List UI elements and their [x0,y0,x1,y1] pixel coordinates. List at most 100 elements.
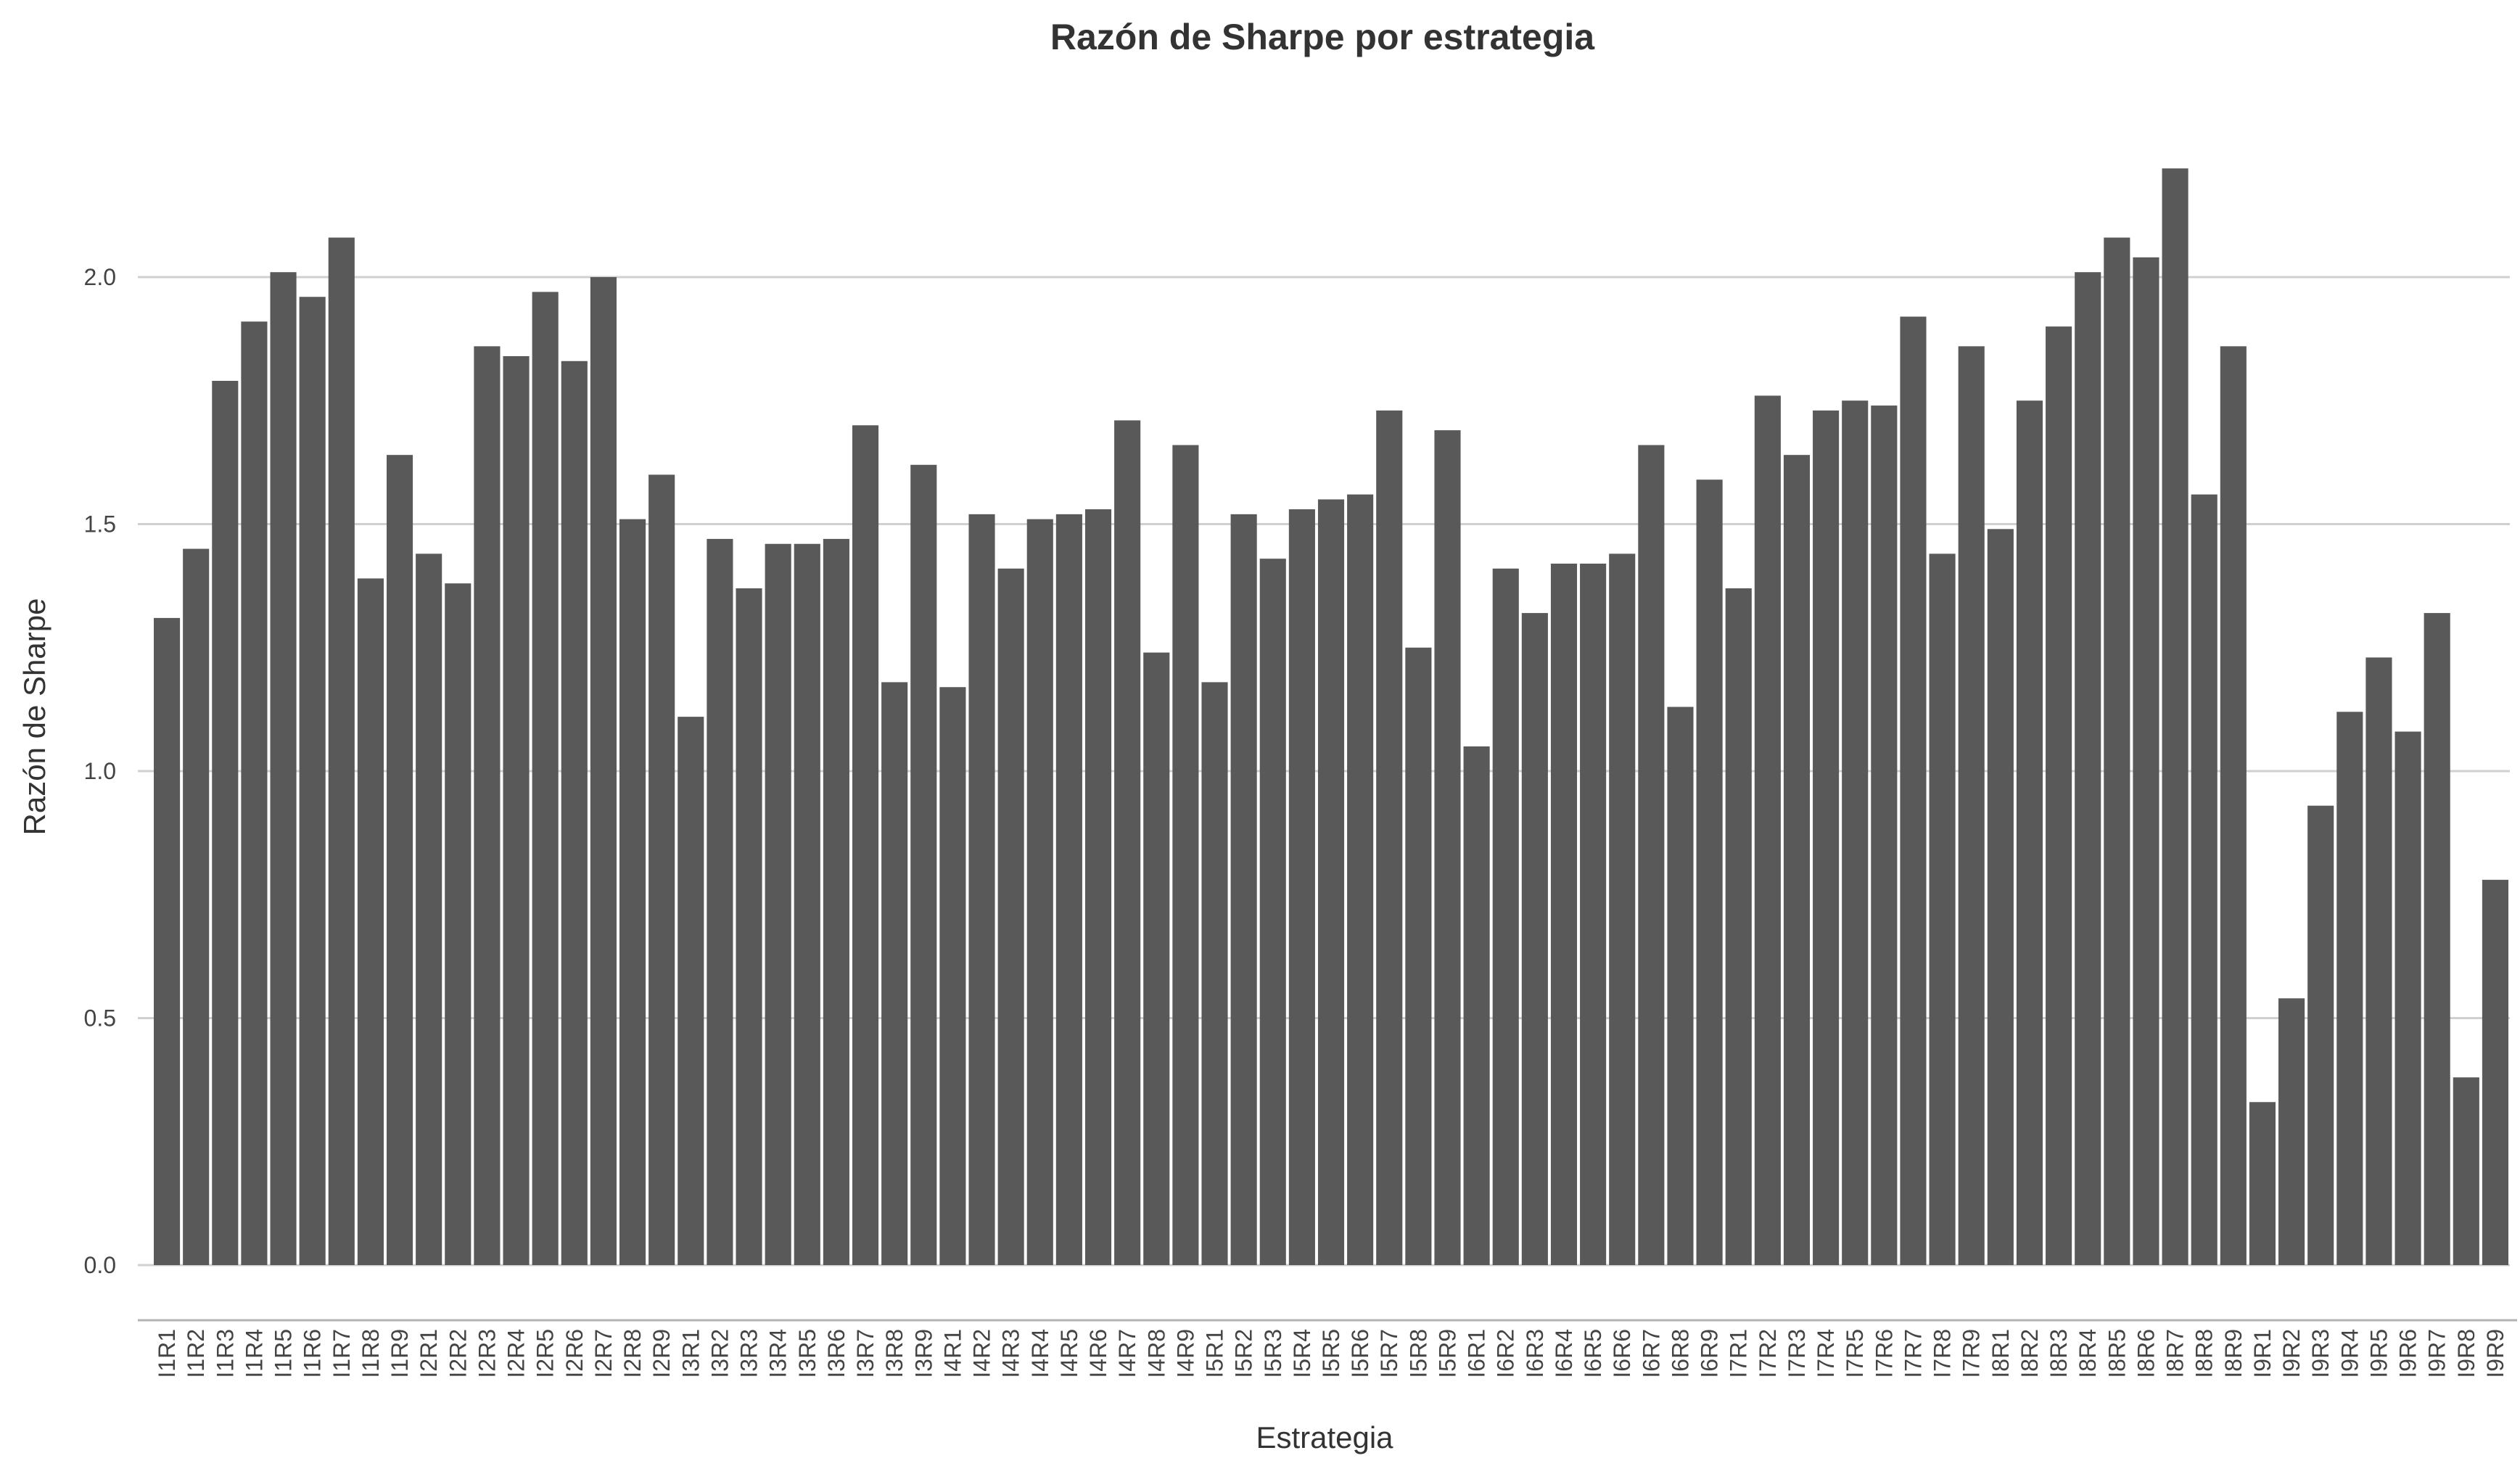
bar-i8r1 [1987,529,2014,1265]
x-tick-label: I3R7 [852,1329,878,1378]
x-tick-label: I6R8 [1667,1329,1693,1378]
bar-i4r8 [1143,652,1170,1265]
x-tick-label: I5R8 [1405,1329,1431,1378]
x-tick-label: I7R5 [1842,1329,1868,1378]
bar-i6r7 [1638,445,1665,1265]
bar-i8r3 [2046,326,2072,1266]
bar-i1r1 [154,617,181,1265]
bar-i5r4 [1288,509,1315,1265]
bar-i5r8 [1405,647,1432,1265]
x-tick-label: I8R7 [2162,1329,2188,1378]
x-tick-label: I6R9 [1697,1329,1723,1378]
bar-i7r3 [1783,455,1811,1266]
bar-i7r2 [1754,395,1781,1266]
bar-i1r8 [357,578,384,1265]
bar-i8r2 [2016,400,2043,1265]
x-tick-label: I8R2 [2017,1329,2043,1378]
bar-i7r9 [1958,346,1985,1266]
bar-i6r6 [1609,553,1636,1265]
x-tick-label: I7R7 [1900,1329,1926,1378]
x-tick-label: I5R2 [1231,1329,1257,1378]
bar-i7r4 [1813,410,1840,1265]
x-tick-label: I4R2 [969,1329,995,1378]
x-tick-label: I6R3 [1522,1329,1548,1378]
bar-i7r6 [1871,406,1898,1265]
bar-i9r1 [2249,1102,2276,1265]
x-tick-label: I5R7 [1376,1329,1402,1378]
x-tick-label: I5R3 [1260,1329,1286,1378]
x-tick-label: I2R1 [416,1329,442,1378]
x-tick-label: I8R3 [2046,1329,2072,1378]
x-tick-label: I4R7 [1114,1329,1140,1378]
bar-i1r2 [183,548,210,1265]
x-tick-label: I4R8 [1143,1329,1169,1378]
bar-i6r8 [1667,707,1694,1265]
bar-i9r3 [2307,805,2334,1265]
x-tick-label: I7R1 [1726,1329,1752,1378]
x-tick-label: I5R4 [1289,1329,1315,1378]
x-tick-label: I5R1 [1202,1329,1228,1378]
x-tick-label: I9R6 [2395,1329,2421,1378]
bar-i3r2 [707,538,733,1265]
bar-i6r1 [1463,746,1490,1265]
y-tick-label: 1.0 [84,758,116,784]
bar-i8r4 [2075,272,2101,1266]
bar-i1r6 [299,297,326,1265]
x-tick-label: I6R7 [1638,1329,1664,1378]
x-tick-label: I2R5 [532,1329,559,1378]
bar-i3r4 [765,543,791,1265]
bar-i2r8 [619,519,646,1266]
x-tick-label: I7R8 [1930,1329,1956,1378]
x-tick-label: I3R4 [765,1329,791,1378]
bar-i2r6 [561,361,588,1265]
y-tick-label: 0.5 [84,1005,116,1032]
x-tick-label: I7R2 [1755,1329,1781,1378]
bar-i9r8 [2453,1077,2479,1265]
x-tick-label: I1R8 [358,1329,384,1378]
bar-i5r3 [1259,559,1286,1265]
x-tick-label: I2R2 [445,1329,471,1378]
bar-i3r5 [794,543,820,1265]
bar-i5r5 [1317,499,1345,1266]
x-tick-label: I6R4 [1551,1329,1577,1378]
bar-i9r6 [2395,731,2421,1265]
bar-i7r5 [1842,400,1869,1265]
bar-i8r5 [2104,237,2130,1265]
bar-i4r5 [1055,514,1082,1265]
x-axis-ticks: I1R1 I1R2 I1R3 I1R4 I1R5 I1R6 I1R7 I1R8 I1R9 I2R1… [154,1329,2508,1378]
bar-i9r5 [2365,657,2392,1265]
x-tick-label: I8R8 [2191,1329,2218,1378]
x-tick-label: I1R4 [241,1329,267,1378]
x-tick-label: I4R4 [1027,1329,1053,1378]
bar-i9r9 [2482,879,2508,1265]
y-tick-label: 1.5 [84,511,116,538]
x-tick-label: I8R9 [2220,1329,2247,1378]
bar-i2r3 [474,346,501,1266]
bar-i9r2 [2278,998,2305,1265]
bar-i1r5 [270,272,297,1266]
bar-i4r7 [1114,420,1141,1265]
bar-i5r2 [1230,514,1257,1265]
x-tick-label: I4R5 [1056,1329,1082,1378]
bar-i4r3 [997,568,1024,1265]
bar-i7r7 [1900,316,1927,1266]
x-tick-label: I9R9 [2482,1329,2508,1378]
bar-i3r6 [823,538,849,1265]
x-tick-label: I1R2 [183,1329,209,1378]
x-tick-label: I2R3 [474,1329,500,1378]
bar-i9r4 [2336,712,2363,1265]
bar-i8r6 [2133,257,2159,1265]
x-axis-label: Estrategia [1256,1420,1393,1454]
x-tick-label: I1R9 [387,1329,413,1378]
x-tick-label: I8R1 [1988,1329,2014,1378]
x-tick-label: I1R6 [300,1329,326,1378]
bar-i4r6 [1084,509,1112,1265]
bars [154,168,2508,1266]
x-tick-label: I7R4 [1813,1329,1839,1378]
x-tick-label: I3R2 [707,1329,733,1378]
bar-i1r9 [386,455,413,1266]
bar-i6r2 [1492,568,1519,1265]
y-tick-label: 0.0 [84,1252,116,1278]
bar-i1r4 [241,321,268,1265]
x-tick-label: I9R7 [2424,1329,2450,1378]
